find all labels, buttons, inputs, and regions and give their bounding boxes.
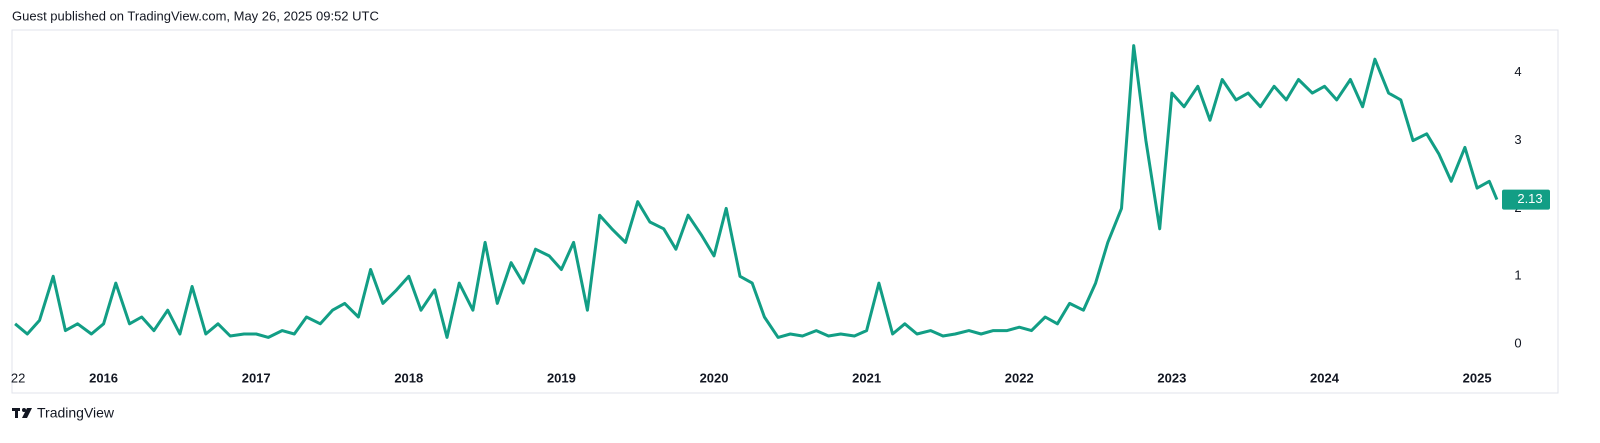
x-tick-label: 2025 xyxy=(1463,370,1492,385)
y-tick-label: 3 xyxy=(1514,132,1521,147)
x-tick-label: 2019 xyxy=(547,370,576,385)
x-tick-label: 2022 xyxy=(1005,370,1034,385)
y-tick-label: 4 xyxy=(1514,64,1521,79)
header: Guest published on TradingView.com, May … xyxy=(12,8,379,23)
logo xyxy=(12,408,32,418)
footer-brand: TradingView xyxy=(37,405,115,421)
last-price-box xyxy=(1502,189,1550,210)
x-tick-label: 2024 xyxy=(1310,370,1340,385)
x-tick-label: 2021 xyxy=(852,370,881,385)
x-tick-label: 2018 xyxy=(394,370,423,385)
last-price-label: 2.13 xyxy=(1517,191,1542,206)
x-tick-label: 22 xyxy=(11,370,25,385)
x-tick-label: 2017 xyxy=(242,370,271,385)
y-tick-label: 1 xyxy=(1514,268,1521,283)
y-tick-label: 0 xyxy=(1514,336,1521,351)
price-line xyxy=(14,44,1499,339)
x-tick-label: 2020 xyxy=(700,370,729,385)
x-tick-label: 2023 xyxy=(1157,370,1186,385)
x-tick-label: 2016 xyxy=(89,370,118,385)
chart-frame xyxy=(11,29,1559,394)
